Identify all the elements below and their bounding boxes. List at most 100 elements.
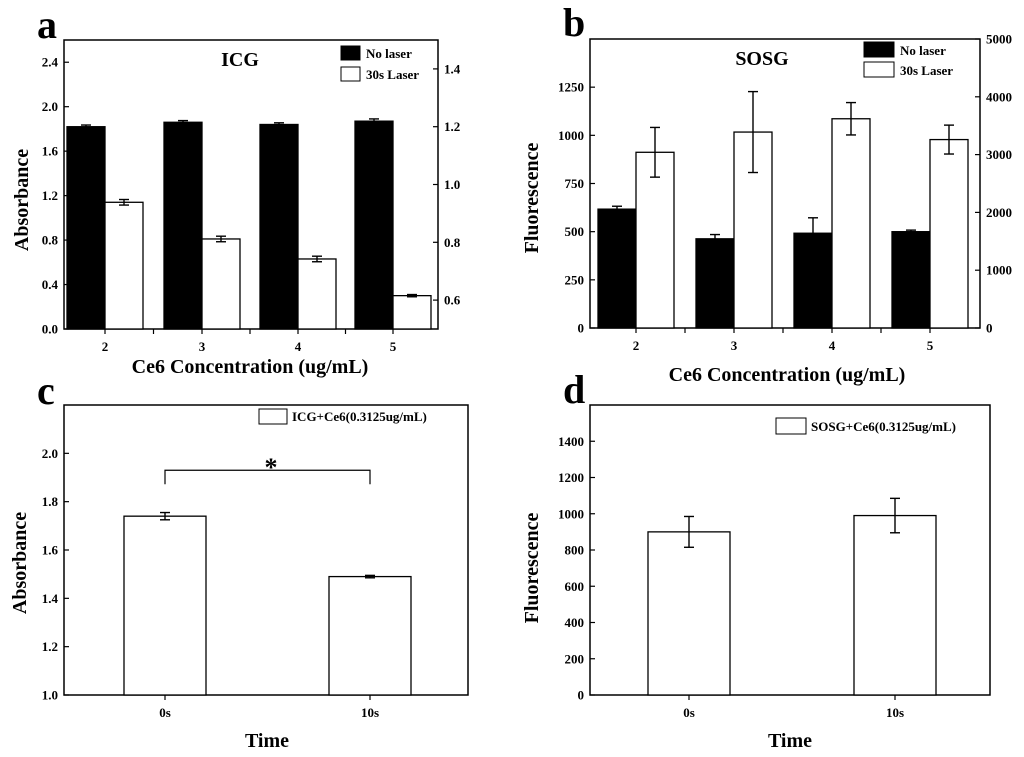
panel-a-label: a — [37, 2, 57, 47]
panel-a-bar-30s-laser — [104, 201, 144, 330]
panel-d-y-tick-label: 800 — [565, 543, 585, 558]
panel-b-y-tick-label: 1000 — [558, 128, 584, 143]
panel-a-legend-label-30s-laser: 30s Laser — [366, 67, 419, 82]
panel-c-y-axis-title: Absorbance — [9, 512, 31, 614]
panel-b-y2-tick-label: 2000 — [986, 205, 1012, 220]
panel-d-legend-label: SOSG+Ce6(0.3125ug/mL) — [811, 419, 956, 434]
panel-a-legend-swatch-30s-laser — [340, 66, 361, 82]
panel-a-y-tick-label: 1.6 — [42, 144, 59, 159]
panel-d-x-axis-title: Time — [768, 730, 812, 752]
panel-a-y-tick-label: 2.0 — [42, 99, 58, 114]
panel-d: d Time Fluorescence SOSG+Ce6(0.3125ug/mL… — [521, 367, 956, 752]
panel-c-label: c — [37, 368, 55, 413]
panel-b-label: b — [563, 0, 585, 45]
panel-d-y-tick-label: 600 — [565, 579, 585, 594]
panel-d-y-tick-label: 200 — [565, 651, 585, 666]
panel-b-bar-30s-laser — [831, 118, 871, 329]
panel-b-y2-tick-label: 5000 — [986, 32, 1012, 47]
panel-a-bar-no-laser — [163, 121, 203, 330]
panel-b-title: SOSG — [735, 48, 789, 70]
panel-d-bar-sosg-ce6-0-3125ug-ml — [853, 514, 937, 696]
panel-b-y-tick-label: 0 — [578, 321, 585, 336]
panel-c-bar-icg-ce6-0-3125ug-ml — [123, 515, 207, 696]
panel-a-x-tick-label: 4 — [295, 339, 302, 354]
panel-c-x-tick-label: 0s — [159, 705, 171, 720]
panel-a-x-tick-label: 3 — [199, 339, 206, 354]
panel-b-bar-30s-laser — [929, 138, 969, 329]
panel-b-legend-swatch-no-laser — [863, 41, 895, 58]
panel-c-legend-swatch — [258, 408, 288, 425]
panel-d-y-tick-label: 1200 — [558, 470, 584, 485]
panel-b-bar-no-laser — [695, 238, 735, 329]
panel-b-bar-no-laser — [891, 231, 931, 329]
panel-a-bar-30s-laser — [392, 295, 432, 330]
panel-b-y2-tick-label: 4000 — [986, 89, 1012, 104]
panel-a-y-axis-title: Absorbance — [11, 149, 33, 251]
panel-b-x-tick-label: 5 — [927, 338, 934, 353]
panel-c-bar-icg-ce6-0-3125ug-ml — [328, 575, 412, 696]
panel-b-x-tick-label: 4 — [829, 338, 836, 353]
panel-b-x-tick-label: 2 — [633, 338, 640, 353]
panel-c-y-tick-label: 1.4 — [42, 591, 59, 606]
panel-a-y2-tick-label: 0.6 — [444, 293, 461, 308]
panel-d-y-axis-title: Fluorescence — [521, 513, 543, 624]
panel-b-y2-tick-label: 0 — [986, 321, 993, 336]
panel-b-bar-30s-laser — [635, 151, 675, 329]
panel-c-significance-bracket — [164, 469, 371, 485]
panel-b-legend-swatch-30s-laser — [863, 61, 895, 78]
panel-b-x-tick-label: 3 — [731, 338, 738, 353]
panel-d-x-tick-label: 0s — [683, 705, 695, 720]
panel-b-y2-tick-label: 1000 — [986, 263, 1012, 278]
panel-c-y-tick-label: 1.2 — [42, 639, 58, 654]
panel-c: c Time Absorbance ICG+Ce6(0.3125ug/mL) * — [9, 368, 427, 752]
panel-a-bar-no-laser — [354, 120, 394, 330]
panel-b-y-axis-title: Fluorescence — [521, 143, 543, 254]
panel-a-y2-tick-label: 1.4 — [444, 61, 461, 76]
panel-c-significance-star: * — [265, 453, 278, 482]
panel-b: b SOSG Ce6 Concentration (ug/mL) Fluores… — [521, 0, 953, 386]
panel-b-y-tick-label: 500 — [565, 224, 585, 239]
panel-c-y-tick-label: 1.6 — [42, 543, 59, 558]
panel-c-y-tick-label: 2.0 — [42, 446, 58, 461]
panel-a-y-tick-label: 0.4 — [42, 277, 59, 292]
panel-a-y-tick-label: 1.2 — [42, 188, 58, 203]
panel-c-x-tick-label: 10s — [361, 705, 379, 720]
panel-d-label: d — [563, 367, 585, 412]
panel-a-bar-30s-laser — [297, 258, 337, 330]
panel-d-y-tick-label: 0 — [578, 688, 585, 703]
panel-a-y2-tick-label: 1.2 — [444, 119, 460, 134]
panel-a-y-tick-label: 0.0 — [42, 322, 58, 337]
panel-a-title: ICG — [221, 49, 259, 71]
panel-a-legend-swatch-no-laser — [340, 45, 361, 61]
panel-d-y-tick-label: 1000 — [558, 506, 584, 521]
panel-a-x-tick-label: 2 — [102, 339, 109, 354]
panel-b-y-tick-label: 750 — [565, 176, 585, 191]
panel-b-y-tick-label: 1250 — [558, 80, 584, 95]
panel-b-legend-label-30s-laser: 30s Laser — [900, 63, 953, 78]
panel-d-y-tick-label: 1400 — [558, 434, 584, 449]
panel-d-bar-sosg-ce6-0-3125ug-ml — [647, 531, 731, 696]
panel-a-y-tick-label: 2.4 — [42, 55, 59, 70]
panel-c-x-axis-title: Time — [245, 730, 289, 752]
panel-d-legend-swatch — [775, 417, 807, 435]
panel-a-x-tick-label: 5 — [390, 339, 397, 354]
panel-b-y2-tick-label: 3000 — [986, 147, 1012, 162]
panel-d-x-tick-label: 10s — [886, 705, 904, 720]
panel-b-legend-label-no-laser: No laser — [900, 43, 946, 58]
panel-a-y-tick-label: 0.8 — [42, 233, 59, 248]
panel-d-y-tick-label: 400 — [565, 615, 585, 630]
panel-b-x-axis-title: Ce6 Concentration (ug/mL) — [669, 364, 906, 386]
panel-b-bar-no-laser — [597, 208, 637, 329]
panel-a-bar-30s-laser — [201, 238, 241, 330]
panel-a-bar-no-laser — [259, 123, 299, 330]
panel-b-y-tick-label: 250 — [565, 272, 585, 287]
panel-c-y-tick-label: 1.8 — [42, 494, 59, 509]
panel-a-bar-no-laser — [66, 126, 106, 330]
panel-c-legend-label: ICG+Ce6(0.3125ug/mL) — [292, 409, 427, 424]
panel-a-x-axis-title: Ce6 Concentration (ug/mL) — [132, 356, 369, 378]
panel-a: a ICG Ce6 Concentration (ug/mL) Absorban… — [11, 2, 419, 378]
panel-c-y-tick-label: 1.0 — [42, 688, 58, 703]
panel-a-y2-tick-label: 0.8 — [444, 235, 461, 250]
panel-a-y2-tick-label: 1.0 — [444, 177, 460, 192]
